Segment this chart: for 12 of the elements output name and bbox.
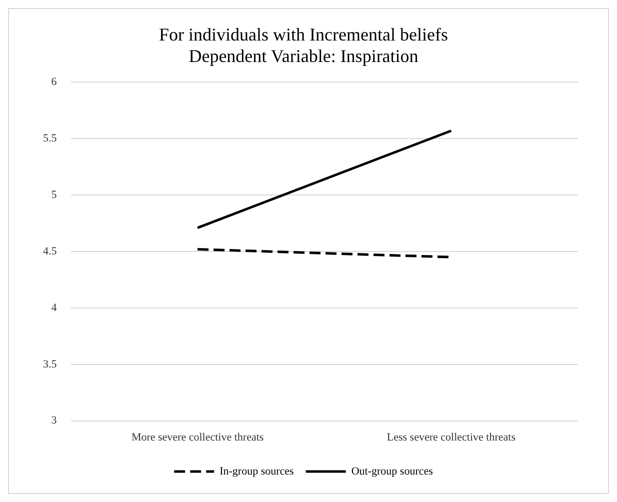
y-tick-label: 5 [51,188,58,201]
legend-label: Out-group sources [351,465,433,478]
y-tick-label: 6 [51,76,58,88]
y-tick-label: 5.5 [43,132,58,145]
y-tick-label: 3.5 [43,358,58,370]
legend-label: In-group sources [220,465,294,478]
y-tick-label: 4 [51,302,58,314]
y-tick-label: 4.5 [43,245,58,258]
chart-title: For individuals with Incremental beliefs Dependent Variable: Inspiration [159,24,448,66]
x-tick-label: Less severe collective threats [386,431,516,444]
y-tick-label: 3 [51,414,58,427]
x-tick-label: More severe collective threats [131,431,264,444]
